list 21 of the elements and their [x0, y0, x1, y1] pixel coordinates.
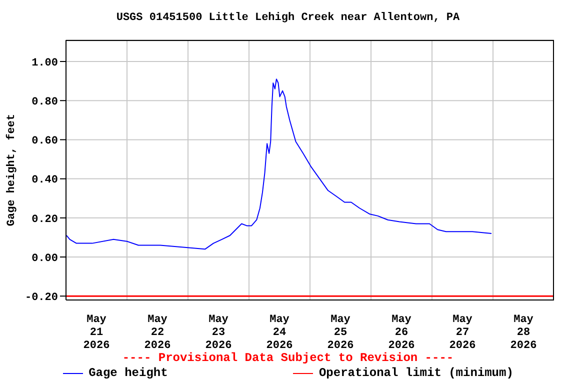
- y-tick-label: 0.60: [32, 136, 58, 148]
- x-tick-label: May 24 2026: [266, 314, 293, 352]
- x-tick-label: May 28 2026: [510, 314, 537, 352]
- y-tick-label: 0.80: [32, 96, 58, 109]
- legend-label: Gage height: [88, 366, 168, 380]
- y-tick-label: 0.20: [32, 214, 58, 226]
- x-tick-label: May 26 2026: [388, 314, 415, 352]
- y-tick-label: 1.00: [32, 57, 58, 70]
- line-series: [66, 78, 492, 250]
- x-tick-label: May 22 2026: [144, 314, 171, 352]
- y-tick-label: -0.20: [24, 292, 58, 304]
- x-tick-label: May 25 2026: [327, 314, 354, 352]
- y-tick-label: 0.00: [32, 252, 58, 265]
- x-tick-label: May 23 2026: [205, 314, 232, 352]
- x-tick-label: May 21 2026: [83, 314, 110, 352]
- legend-label: Operational limit (minimum): [318, 366, 514, 380]
- x-tick-label: May 27 2026: [449, 314, 476, 352]
- y-tick-label: 0.40: [32, 174, 58, 187]
- y-axis-title: Gage height, feet: [6, 114, 18, 226]
- text: ---- Provisional Data Subject to Revision ----: [121, 351, 455, 365]
- chart-title: USGS 01451500 Little Lehigh Creek near Allentown, PA: [115, 12, 461, 24]
